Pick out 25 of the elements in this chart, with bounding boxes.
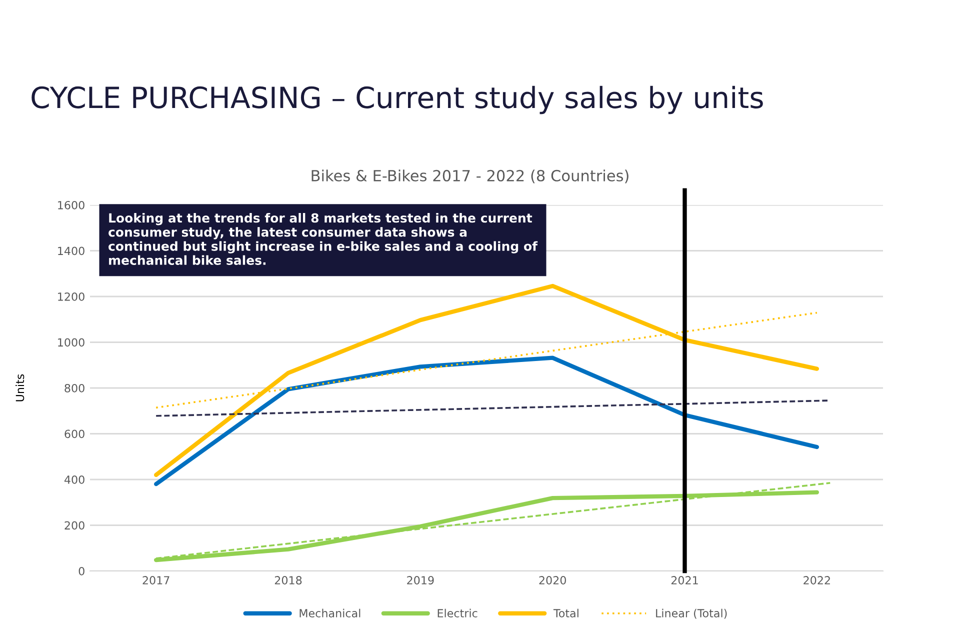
x-tick-label: 2022 <box>804 576 830 584</box>
legend-label: Total <box>553 608 578 618</box>
line-series <box>154 356 819 486</box>
line-series <box>154 284 819 478</box>
chart-subtitle: Bikes & E-Bikes 2017 - 2022 (8 Countries) <box>312 170 628 184</box>
y-tick-label: 1400 <box>58 246 84 256</box>
y-tick-label: 600 <box>64 430 84 438</box>
annotation: Looking at the trends for all 8 markets tested in the current consumer study, the latest consumer data shows a continued but slight increase in e-bike sales and a cooling of mechanical bike sales. <box>108 213 538 265</box>
y-tick-label: 1200 <box>58 292 84 301</box>
legend-label: Linear (Total) <box>656 608 727 619</box>
y-tick-label: 800 <box>64 384 84 392</box>
chart-title: CYCLE PURCHASING – Current study sales by units <box>32 86 763 114</box>
y-tick-label: 1000 <box>58 338 84 347</box>
y-tick-label: 200 <box>64 521 84 530</box>
x-tick-label: 2019 <box>407 576 434 584</box>
y-tick-label: 0 <box>78 566 84 576</box>
legend-label: Mechanical <box>300 608 360 618</box>
x-tick-label: 2017 <box>142 576 170 584</box>
y-axis-title: Units <box>16 374 24 402</box>
x-tick-label: 2018 <box>274 576 302 584</box>
x-tick-label: 2021 <box>671 576 698 584</box>
y-tick-label: 1600 <box>58 200 84 210</box>
legend-label: Electric <box>438 608 478 618</box>
y-tick-label: 400 <box>64 475 84 484</box>
x-tick-label: 2020 <box>539 576 566 584</box>
